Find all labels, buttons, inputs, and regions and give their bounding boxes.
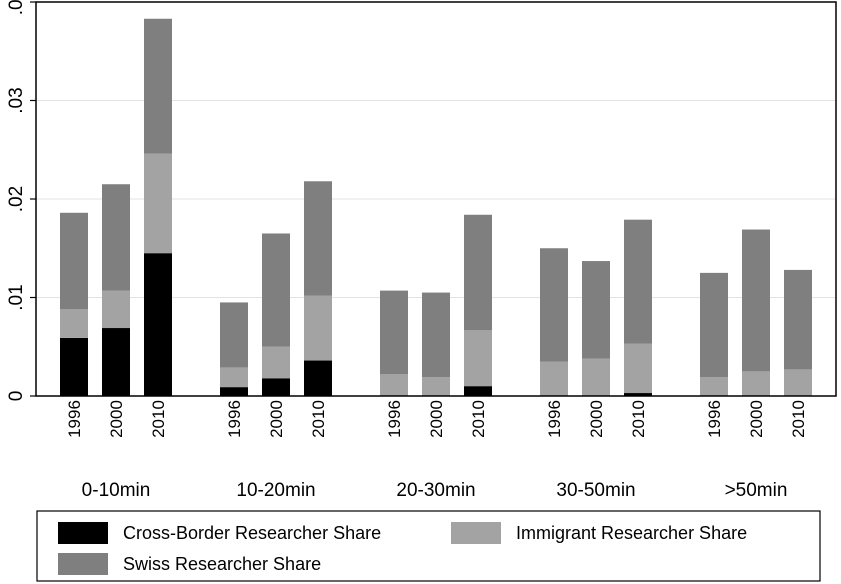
- y-tick-label: 0: [6, 391, 27, 402]
- bar-segment-immigrant-researcher-share: [700, 377, 728, 396]
- x-tick-label-year: 2000: [267, 400, 286, 438]
- x-tick-label-year: 1996: [225, 400, 244, 438]
- x-tick-label-year: 2010: [629, 400, 648, 438]
- x-tick-label-year: 2000: [747, 400, 766, 438]
- x-group-label: 20-30min: [396, 480, 475, 501]
- legend-box: [36, 510, 821, 582]
- bar-segment-swiss-researcher-share: [380, 290, 408, 375]
- x-tick-label-year: 1996: [65, 400, 84, 438]
- bar-segment-cross-border-researcher-share: [144, 253, 172, 396]
- legend-swatch: [451, 522, 501, 544]
- legend-label: Immigrant Researcher Share: [516, 523, 747, 543]
- bar-segment-swiss-researcher-share: [624, 219, 652, 344]
- legend-label: Cross-Border Researcher Share: [123, 523, 381, 543]
- bar-segment-swiss-researcher-share: [262, 233, 290, 347]
- bar-segment-cross-border-researcher-share: [60, 337, 88, 396]
- bar-segment-swiss-researcher-share: [60, 212, 88, 310]
- bar-segment-immigrant-researcher-share: [624, 343, 652, 394]
- x-group-label: >50min: [725, 480, 788, 501]
- bar-segment-immigrant-researcher-share: [582, 358, 610, 396]
- x-group-label: 10-20min: [236, 480, 315, 501]
- y-tick-label: .04: [6, 0, 27, 15]
- bar-segment-swiss-researcher-share: [784, 269, 812, 370]
- legend-swatch: [58, 522, 108, 544]
- y-tick-label: .03: [6, 87, 27, 113]
- x-axis: 1996 2000 2010 0-10min 1996 2000 2010 10-20min 1…: [65, 400, 808, 501]
- bar-segment-immigrant-researcher-share: [422, 377, 450, 396]
- bar-segment-cross-border-researcher-share: [262, 378, 290, 396]
- bar-segment-immigrant-researcher-share: [304, 295, 332, 361]
- bar-segment-swiss-researcher-share: [422, 292, 450, 378]
- bar-segment-cross-border-researcher-share: [102, 328, 130, 396]
- x-group-label: 0-10min: [82, 480, 151, 501]
- bar-segment-immigrant-researcher-share: [380, 374, 408, 396]
- bar-segment-immigrant-researcher-share: [540, 361, 568, 396]
- x-tick-label-year: 1996: [385, 400, 404, 438]
- y-tick-label: .01: [6, 284, 27, 310]
- bar-segment-swiss-researcher-share: [582, 261, 610, 359]
- legend-label: Swiss Researcher Share: [123, 554, 321, 574]
- y-axis: 0 .01 .02 .03 .04: [6, 0, 36, 401]
- x-tick-label-year: 2000: [107, 400, 126, 438]
- bar-segment-swiss-researcher-share: [464, 214, 492, 331]
- bar-segment-swiss-researcher-share: [700, 272, 728, 378]
- bar-segment-swiss-researcher-share: [102, 184, 130, 291]
- x-group-label: 30-50min: [556, 480, 635, 501]
- x-tick-label-year: 2010: [309, 400, 328, 438]
- bar-segment-immigrant-researcher-share: [220, 367, 248, 388]
- bar-segment-cross-border-researcher-share: [464, 386, 492, 396]
- bars: [60, 18, 812, 396]
- bar-segment-cross-border-researcher-share: [220, 387, 248, 396]
- bar-segment-immigrant-researcher-share: [102, 290, 130, 329]
- bar-segment-immigrant-researcher-share: [742, 371, 770, 396]
- bar-segment-cross-border-researcher-share: [304, 360, 332, 396]
- legend: Cross-Border Researcher Share Immigrant R…: [36, 510, 821, 582]
- x-tick-label-year: 2010: [469, 400, 488, 438]
- x-tick-label-year: 1996: [705, 400, 724, 438]
- x-tick-label-year: 2000: [587, 400, 606, 438]
- bar-segment-immigrant-researcher-share: [464, 330, 492, 387]
- bar-segment-swiss-researcher-share: [144, 18, 172, 154]
- bar-segment-immigrant-researcher-share: [784, 369, 812, 396]
- bar-segment-immigrant-researcher-share: [262, 346, 290, 379]
- bar-segment-swiss-researcher-share: [304, 181, 332, 296]
- x-tick-label-year: 1996: [545, 400, 564, 438]
- bar-segment-swiss-researcher-share: [220, 302, 248, 368]
- bar-segment-swiss-researcher-share: [540, 248, 568, 362]
- legend-swatch: [58, 553, 108, 575]
- x-tick-label-year: 2010: [149, 400, 168, 438]
- bar-segment-immigrant-researcher-share: [60, 309, 88, 338]
- bar-segment-cross-border-researcher-share: [624, 393, 652, 396]
- x-tick-label-year: 2000: [427, 400, 446, 438]
- x-tick-label-year: 2010: [789, 400, 808, 438]
- bar-segment-immigrant-researcher-share: [144, 153, 172, 254]
- bar-segment-swiss-researcher-share: [742, 229, 770, 372]
- y-tick-label: .02: [6, 186, 27, 212]
